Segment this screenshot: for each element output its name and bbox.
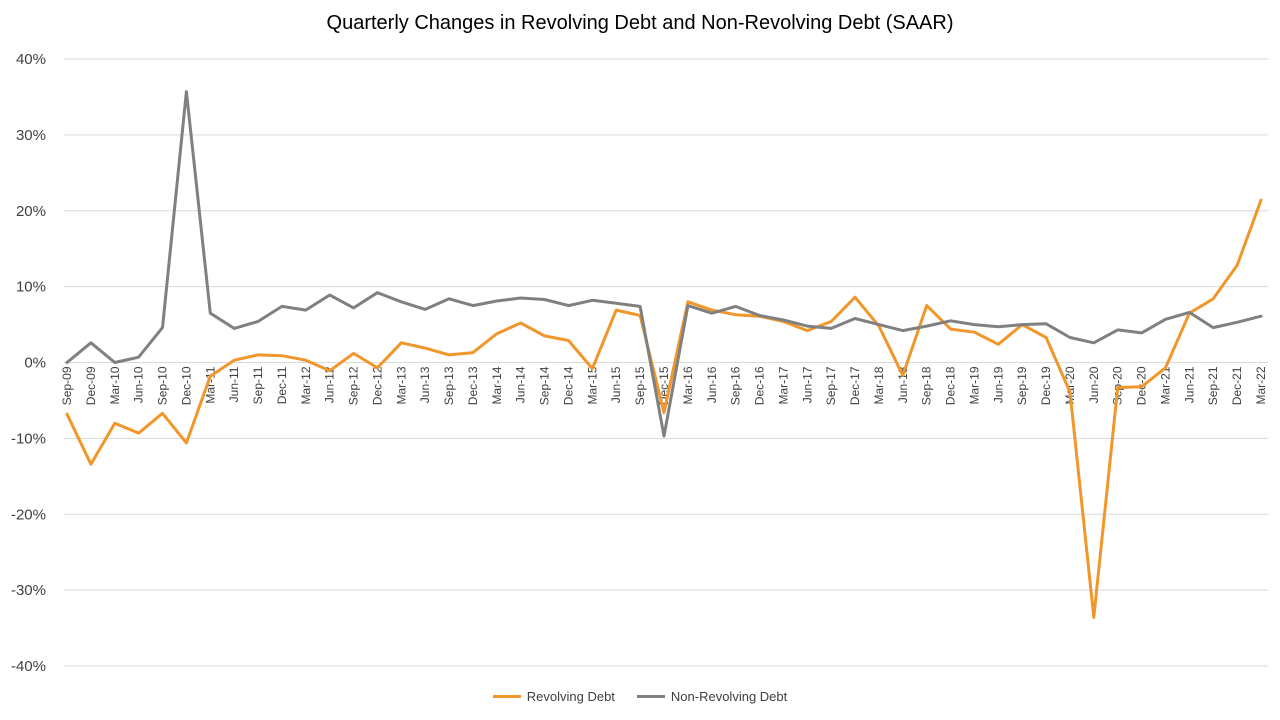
x-tick-label: Mar-22 [1254,366,1268,404]
x-tick-label: Jun-14 [514,366,528,403]
x-tick-label: Dec-12 [370,366,384,405]
legend-item-non-revolving: Non-Revolving Debt [636,689,788,704]
x-tick-label: Jun-18 [896,366,910,403]
x-tick-label: Sep-21 [1206,366,1220,405]
series-line-revolving [65,198,1263,619]
x-tick-label: Sep-13 [442,366,456,405]
x-tick-label: Sep-18 [920,366,934,405]
x-tick-label: Jun-13 [418,366,432,403]
x-tick-label: Mar-18 [872,366,886,404]
x-tick-label: Sep-14 [538,366,552,405]
legend-label-revolving: Revolving Debt [526,689,615,704]
x-tick-label: Mar-15 [585,366,599,404]
legend-swatch-revolving [492,695,521,698]
legend-label-non-revolving: Non-Revolving Debt [670,689,788,704]
x-tick-label: Sep-12 [347,366,361,405]
x-tick-label: Jun-19 [991,366,1005,403]
x-tick-label: Mar-19 [967,366,981,404]
x-tick-label: Sep-11 [251,366,265,404]
x-tick-label: Dec-14 [561,366,575,405]
x-tick-label: Sep-15 [633,366,647,405]
x-tick-label: Mar-17 [776,366,790,404]
x-tick-label: Dec-09 [84,366,98,405]
legend-item-revolving: Revolving Debt [492,689,615,704]
x-tick-label: Sep-09 [60,366,74,405]
y-tick-label: 10% [16,279,46,296]
x-tick-label: Sep-10 [156,366,170,405]
x-tick-label: Dec-11 [275,366,289,404]
x-tick-label: Dec-17 [848,366,862,405]
x-tick-label: Mar-12 [299,366,313,404]
x-tick-label: Jun-10 [132,366,146,403]
y-tick-label: -20% [11,506,46,523]
x-tick-label: Dec-13 [466,366,480,405]
y-tick-label: -40% [11,658,46,675]
chart-legend: Revolving Debt Non-Revolving Debt [0,689,1280,704]
x-tick-label: Dec-18 [944,366,958,405]
y-tick-label: 40% [16,51,46,68]
x-tick-label: Jun-15 [609,366,623,403]
y-tick-label: 0% [24,355,46,372]
x-tick-label: Sep-19 [1015,366,1029,405]
x-tick-label: Sep-20 [1111,366,1125,405]
x-tick-label: Dec-19 [1039,366,1053,405]
x-tick-label: Dec-16 [753,366,767,405]
x-tick-label: Sep-16 [729,366,743,405]
x-tick-label: Jun-12 [323,366,337,403]
x-tick-label: Jun-21 [1182,366,1196,403]
y-tick-label: 20% [16,203,46,220]
x-tick-label: Sep-17 [824,366,838,405]
x-tick-label: Mar-10 [108,366,122,404]
x-tick-label: Mar-21 [1158,366,1172,404]
y-tick-label: -30% [11,582,46,599]
x-tick-label: Mar-13 [394,366,408,404]
chart-title: Quarterly Changes in Revolving Debt and … [326,12,954,34]
x-tick-label: Mar-20 [1063,366,1077,404]
x-tick-label: Jun-11 [227,366,241,402]
x-tick-label: Mar-16 [681,366,695,404]
legend-swatch-non-revolving [636,695,665,698]
x-tick-label: Mar-14 [490,366,504,404]
x-tick-label: Dec-10 [179,366,193,405]
x-tick-label: Jun-17 [800,366,814,403]
y-tick-label: 30% [16,127,46,144]
x-tick-label: Dec-21 [1230,366,1244,405]
x-tick-label: Jun-20 [1087,366,1101,403]
x-tick-label: Jun-16 [705,366,719,403]
y-tick-label: -10% [11,430,46,447]
